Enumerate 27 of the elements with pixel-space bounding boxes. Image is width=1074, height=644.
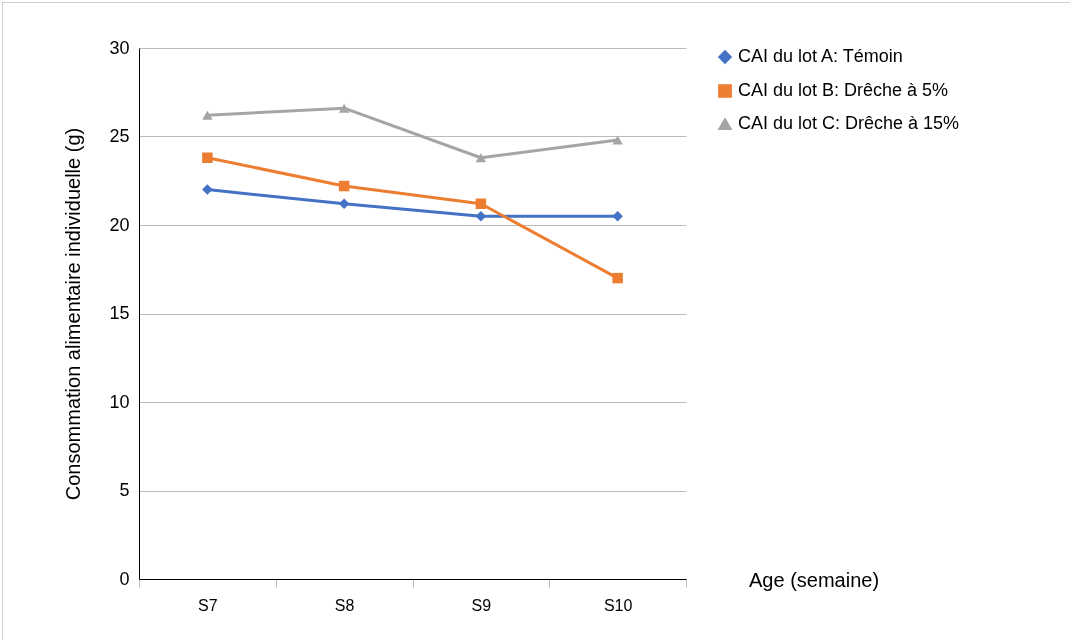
- y-tick-label: 10: [109, 391, 130, 412]
- point: [475, 198, 487, 209]
- y-tick-label: 0: [119, 568, 130, 589]
- x-tick-label: S9: [471, 596, 492, 614]
- point: [338, 198, 350, 209]
- legend-label: CAI du lot C: Drêche à 15%: [738, 113, 960, 133]
- point: [612, 135, 623, 145]
- legend-label: CAI du lot A: Témoin: [738, 46, 903, 66]
- point: [202, 110, 213, 120]
- y-tick-label: 15: [109, 303, 130, 323]
- point: [612, 210, 623, 222]
- point: [202, 184, 213, 195]
- point: [338, 103, 350, 113]
- point: [475, 153, 487, 163]
- x-axis-title: Age (semaine): [749, 569, 880, 591]
- y-tick-label: 20: [109, 214, 130, 235]
- point: [202, 152, 213, 163]
- x-tick-label: S10: [603, 596, 633, 614]
- legend-label: CAI du lot B: Drêche à 5%: [738, 80, 949, 100]
- y-axis-title: Consommation alimentaire individuelle (g): [62, 127, 85, 501]
- x-tick-label: S7: [198, 596, 218, 614]
- point: [338, 180, 350, 192]
- y-tick-label: 5: [119, 480, 130, 500]
- point: [612, 272, 623, 284]
- y-tick-label: 30: [109, 37, 130, 58]
- y-tick-label: 25: [109, 126, 130, 146]
- x-tick-label: S8: [334, 596, 355, 614]
